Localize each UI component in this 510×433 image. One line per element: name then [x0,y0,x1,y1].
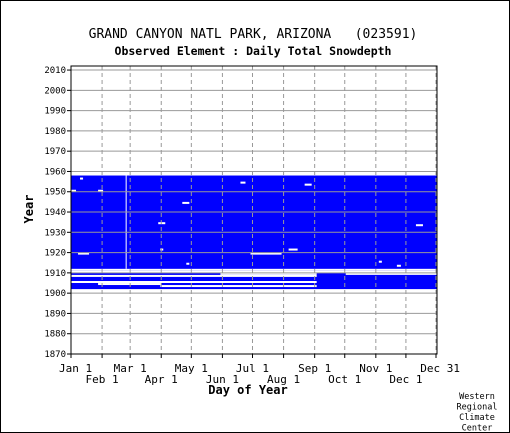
missing-segment [415,224,423,227]
missing-segment [240,181,246,184]
y-tick-label: 1880 [44,330,66,340]
x-tick-label: Oct 1 [328,373,361,386]
missing-segment [158,222,166,225]
missing-segment [80,177,84,180]
missing-segment [98,283,162,286]
x-tick-label: Mar 1 [114,362,147,375]
x-tick-label: Dec 31 [420,362,460,375]
x-tick-label: Sep 1 [298,362,331,375]
x-tick-label: Jan 1 [59,362,92,375]
missing-segment [182,201,190,204]
missing-segment [304,183,312,186]
missing-segment [220,272,317,275]
x-tick-label: Jul 1 [236,362,269,375]
missing-segment [345,272,437,275]
missing-segment [78,252,90,255]
y-tick-label: 1960 [44,167,66,177]
y-tick-label: 1930 [44,228,66,238]
y-tick-label: 1870 [44,350,66,360]
y-tick-label: 1990 [44,107,66,117]
missing-segment [71,281,317,283]
missing-segment [186,262,190,265]
missing-segment [71,274,317,277]
x-axis-label: Day of Year [208,383,287,397]
y-tick-label: 2000 [44,86,66,96]
y-tick-label: 1890 [44,309,66,319]
y-tick-label: 1940 [44,208,66,218]
y-axis-label: Year [22,195,36,224]
missing-segment [378,260,382,263]
missing-column [125,175,127,269]
missing-segment [288,248,298,251]
x-tick-label: Apr 1 [145,373,178,386]
x-tick-label: Nov 1 [359,362,392,375]
missing-segment [98,189,104,192]
credit-line: Regional [457,403,498,413]
x-tick-label: Jun 1 [206,373,239,386]
missing-segment [71,270,437,273]
plot-border [70,65,438,355]
y-tick-label: 2010 [44,66,66,76]
x-tick-label: May 1 [175,362,208,375]
missing-segment [396,264,401,267]
y-tick-label: 1900 [44,289,66,299]
y-tick-label: 1920 [44,249,66,259]
chart-subtitle: Observed Element : Daily Total Snowdepth [115,44,392,58]
credit-line: Center [462,424,493,433]
y-tick-label: 1950 [44,188,66,198]
y-tick-label: 1980 [44,127,66,137]
missing-segment [71,189,77,192]
credit-line: Western [459,392,495,402]
missing-segment [250,252,282,255]
chart-title: GRAND CANYON NATL PARK, ARIZONA (023591) [89,27,418,42]
x-tick-label: Dec 1 [389,373,422,386]
missing-segment [71,268,437,271]
y-tick-label: 1910 [44,269,66,279]
y-tick-label: 1970 [44,147,66,157]
axis-layer: 1870 1880 1890 1900 1910 1920 1930 1940 1950 1960… [44,65,460,386]
x-tick-label: Feb 1 [86,373,119,386]
missing-segment [160,285,317,288]
missing-segment [160,248,164,251]
grid-layer [71,66,437,355]
credit-line: Climate [459,413,495,423]
x-tick-label: Aug 1 [267,373,300,386]
